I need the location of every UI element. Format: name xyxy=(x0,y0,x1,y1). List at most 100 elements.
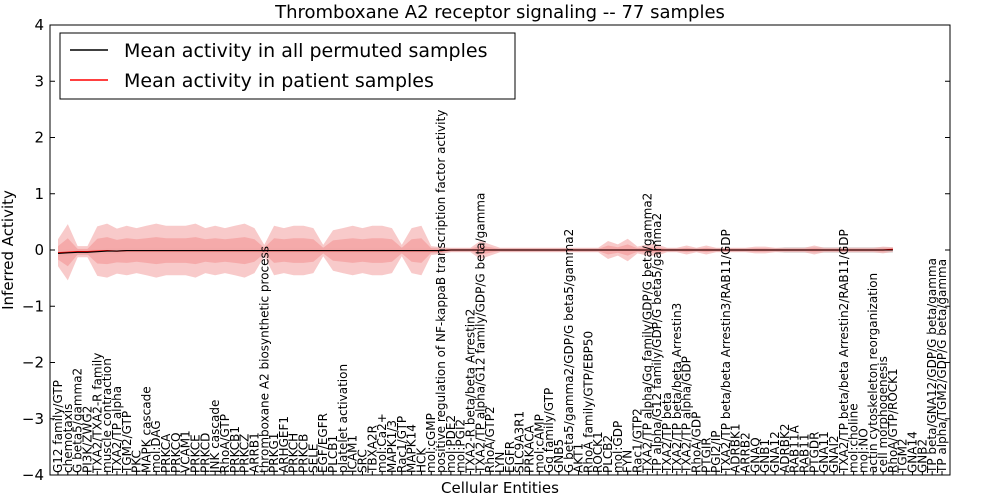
x-tick-label: muscle contraction xyxy=(100,358,114,473)
legend-label-patient: Mean activity in patient samples xyxy=(124,70,434,92)
x-tick-label: TGM2/GTP xyxy=(120,411,134,474)
y-tick-label: 0 xyxy=(34,241,44,259)
x-tick-label: EGFR xyxy=(503,441,517,473)
x-tick-label: actin cytoskeleton reorganization xyxy=(866,273,880,473)
x-tick-label: TXA2/TP alpha/GDP xyxy=(680,356,694,474)
legend: Mean activity in all permuted samples Me… xyxy=(59,32,516,100)
x-tick-label: GNAI2 xyxy=(827,435,841,473)
x-tick-label: mol:cAMP xyxy=(532,414,546,473)
x-tick-label: G beta5/gamma2/GDP/G beta5/gamma2 xyxy=(562,229,576,473)
x-tick-label: RhoA/GDP xyxy=(689,412,703,473)
x-tick-label: G beta5/gamma2 xyxy=(71,368,85,473)
x-tick-label: platelet activation xyxy=(336,364,350,473)
x-tick-label: RhoA/GTP2 xyxy=(483,406,497,473)
x-tick-label: ROCK1 xyxy=(591,431,605,473)
x-tick-label: Gq family/GTP xyxy=(542,388,556,473)
y-tick-label: −3 xyxy=(22,410,44,428)
x-tick-label: HCK xyxy=(414,447,428,473)
y-tick-label: −1 xyxy=(22,297,44,315)
x-tick-label: ARHGEF1 xyxy=(277,416,291,473)
x-tick-label: PKC xyxy=(130,450,144,473)
x-tick-label: TXA2-R beta/beta Arrestin2 xyxy=(464,309,478,474)
x-tick-label: FYN xyxy=(621,450,635,473)
legend-box xyxy=(59,32,516,100)
x-tick-label: ICAM1 xyxy=(346,435,360,473)
x-tick-label: positive regulation of NF-kappaB transcr… xyxy=(434,110,448,473)
x-tick-label: PLCB2 xyxy=(601,435,615,473)
x-tick-label: JNK cascade xyxy=(208,400,222,474)
x-tick-label: ARRB2 xyxy=(739,432,753,473)
x-tick-label: ARRB1 xyxy=(247,432,261,473)
x-tick-label: ADRBK1 xyxy=(729,423,743,473)
x-tick-label: RhoA/GTP xyxy=(218,414,232,473)
x-tick-label: MAPK cascade xyxy=(139,386,153,473)
x-tick-label: TGM2 xyxy=(896,438,910,474)
y-tick-label: −4 xyxy=(22,466,44,484)
x-tick-label: TXA2/TXA2-R family xyxy=(90,353,104,474)
x-tick-label: EGF/EGFR xyxy=(316,413,330,473)
x-tick-label: Rac1/GTP2 xyxy=(631,408,645,473)
x-tick-label: mol:Ca2+ xyxy=(375,413,389,473)
x-tick-label: PRKCB1 xyxy=(228,426,242,473)
x-tick-label: PTGIR xyxy=(699,437,713,473)
x-tick-label: mol:cGMP xyxy=(424,413,438,473)
x-tick-label: PRKCE xyxy=(189,434,203,473)
x-tick-label: PRKCQ xyxy=(169,432,183,473)
x-tick-label: G12 family/GTP xyxy=(51,380,65,473)
x-tick-label: PRKCH xyxy=(287,433,301,473)
x-tick-label: SELE xyxy=(306,444,320,473)
x-tick-label: AKT1 xyxy=(572,443,586,473)
x-tick-label: SLC9A3R1 xyxy=(513,411,527,473)
x-tick-label: TXA2/TP alpha/Gq family/GDP/G beta/gamma… xyxy=(640,193,654,474)
y-tick-label: 2 xyxy=(34,129,44,147)
x-tick-label: mol:choline xyxy=(847,403,861,473)
x-tick-label: PRKG1 xyxy=(267,433,281,473)
x-tick-label: GNB1 xyxy=(758,439,772,473)
x-tick-label: PI3K/ZWG2 xyxy=(80,406,94,473)
y-tick-label: 4 xyxy=(34,16,44,34)
x-tick-label: PRKCA xyxy=(159,433,173,473)
x-tick-label: RhoA family/GTP/EBP50 xyxy=(581,331,595,473)
y-axis-title: Inferred Activity xyxy=(0,190,17,310)
x-tick-label: mol:DAG xyxy=(149,420,163,473)
x-tick-label: SRC xyxy=(355,449,369,473)
x-tick-label: PRKCD xyxy=(198,433,212,473)
y-tick-label: −2 xyxy=(22,354,44,372)
x-tick-label: PLCB1 xyxy=(326,435,340,473)
x-tick-label: PRKACA xyxy=(522,424,536,473)
x-tick-label: PRKCB xyxy=(297,434,311,473)
chart-title: Thromboxane A2 receptor signaling -- 77 … xyxy=(274,2,725,23)
x-tick-label: TP alpha/TGM2/GDP/G beta/gamma xyxy=(935,259,949,474)
x-tick-label: TXA2/TP beta xyxy=(660,392,674,474)
x-tick-label: TXA2/TP beta/beta Arrestin2/RAB11/GDP xyxy=(837,229,851,474)
x-tick-label: LYN xyxy=(493,452,507,473)
x-tick-label: GNA14 xyxy=(906,431,920,473)
x-tick-label: GNA11 xyxy=(817,431,831,473)
x-tick-label: RAB11 xyxy=(797,433,811,473)
x-tick-label: TXA2/TP alpha xyxy=(110,386,124,474)
y-tick-label: 1 xyxy=(34,185,44,203)
permuted-mean-line xyxy=(57,249,893,254)
x-tick-label: VCAM1 xyxy=(179,430,193,473)
x-tick-label: MAPK1/3 xyxy=(385,420,399,473)
x-axis-title: Cellular Entities xyxy=(441,479,559,497)
x-tick-label: mol:PDE2 xyxy=(444,415,458,473)
x-tick-label: TP alpha/G12 family/GDP/G beta5/gamma2 xyxy=(650,213,664,474)
x-tick-label: Rac1/GTP xyxy=(395,416,409,473)
legend-label-permuted: Mean activity in all permuted samples xyxy=(124,40,487,62)
x-tick-label: GNB2 xyxy=(915,439,929,473)
x-tick-label: PTGDR xyxy=(807,432,821,473)
x-tick-label: RhoA/GTP/ROCK1 xyxy=(886,368,900,473)
x-tick-label: PGI2/IP xyxy=(709,430,723,473)
x-tick-label: ADRBK2 xyxy=(778,423,792,473)
x-tick-label: GNA12 xyxy=(768,431,782,473)
x-tick-label: mol:PGI2 xyxy=(454,419,468,473)
x-tick-label: MAPK14 xyxy=(405,424,419,473)
x-tick-label: TBXA2R xyxy=(365,425,379,474)
x-tick-label: TXA2/TP beta/beta Arrestin3 xyxy=(670,303,684,474)
x-tick-label: TXA2/TP beta/beta Arrestin3/RAB11/GDP xyxy=(719,229,733,474)
x-tick-label: TP beta/GNA12/GDP/G beta/gamma xyxy=(925,258,939,474)
x-tick-label: thromboxane A2 biosynthetic process xyxy=(257,246,271,473)
